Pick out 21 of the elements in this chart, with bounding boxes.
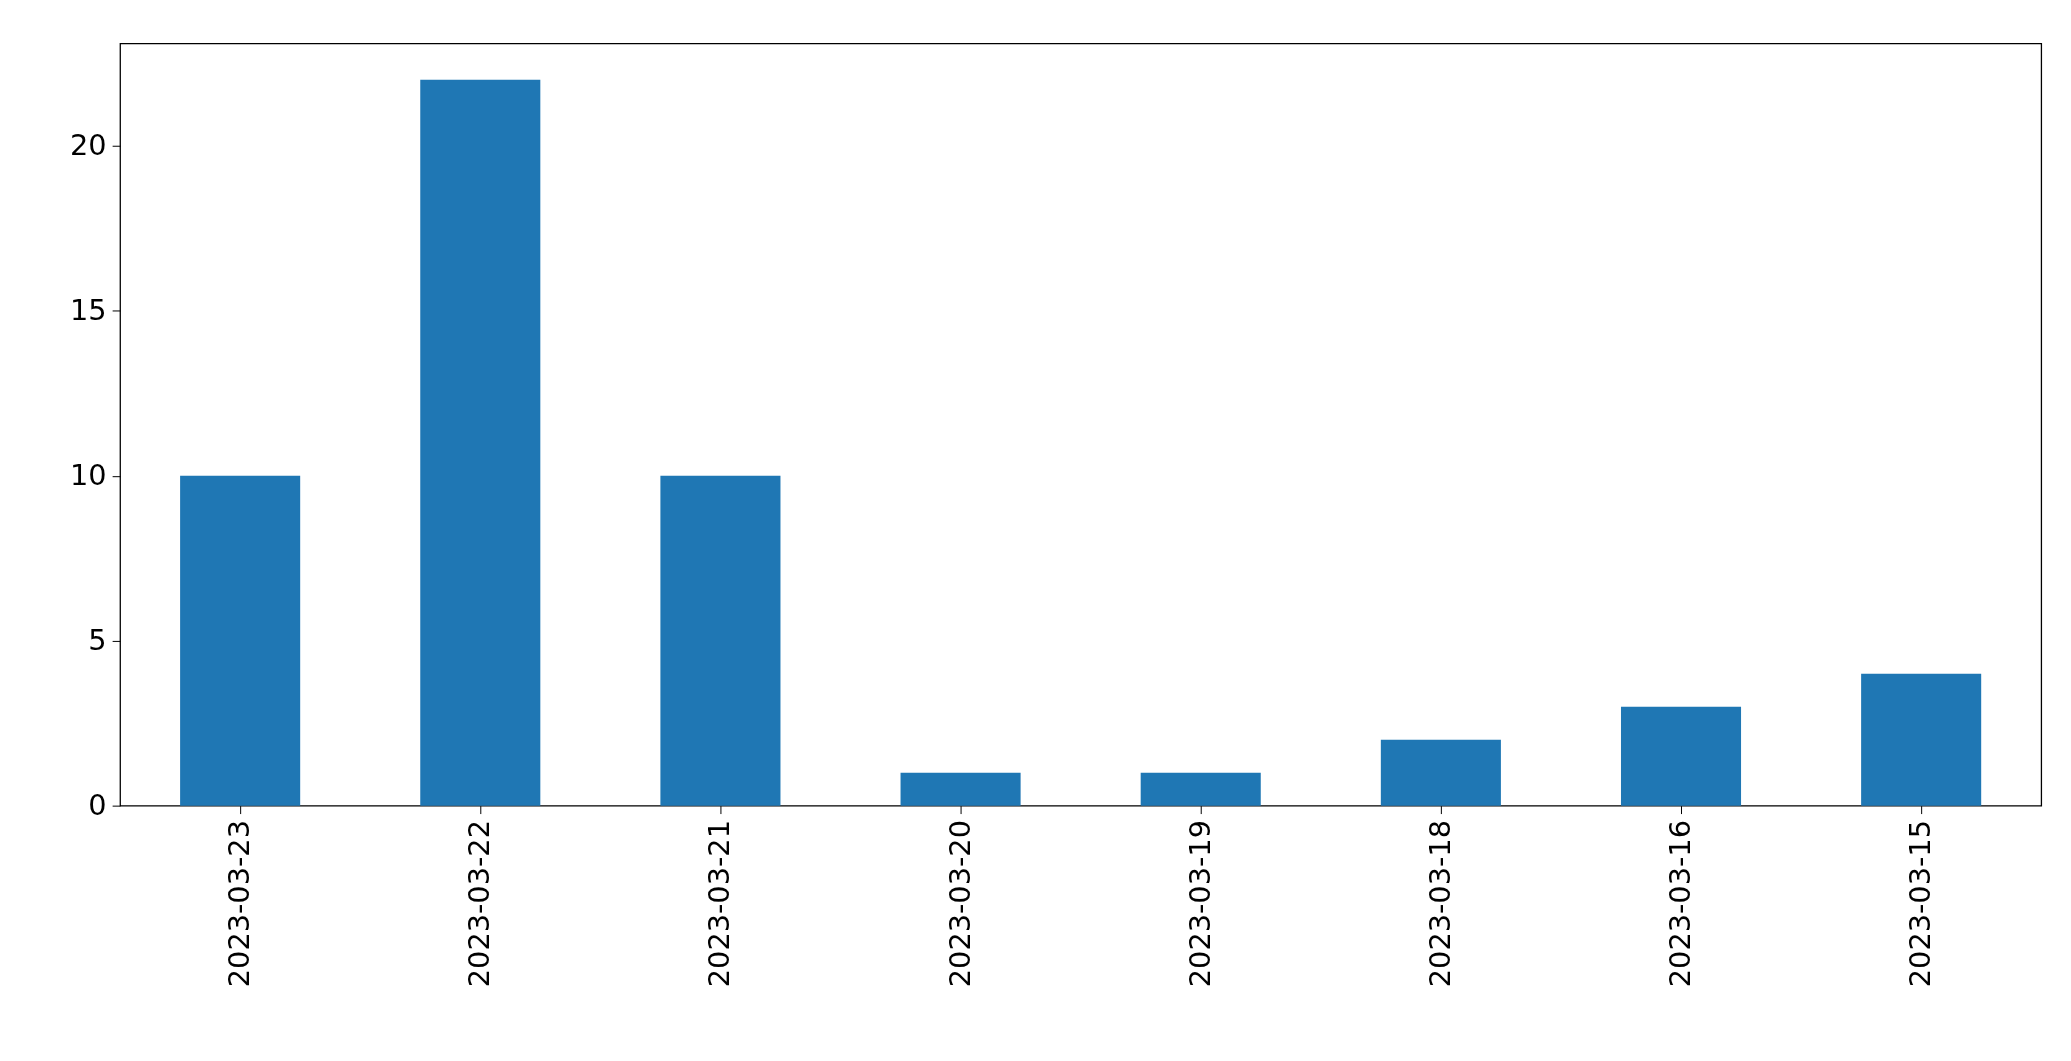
bar — [1380, 739, 1501, 806]
bar — [180, 475, 301, 806]
y-tick-label: 5 — [88, 623, 107, 658]
x-tick-label: 2023-03-23 — [222, 820, 257, 988]
y-tick-label: 15 — [70, 293, 107, 328]
bar — [660, 475, 781, 806]
y-tick-label: 0 — [88, 788, 107, 823]
y-tick-label: 20 — [70, 128, 107, 163]
bar — [1140, 772, 1261, 806]
bar — [420, 79, 541, 806]
bar — [1861, 673, 1982, 806]
bar — [900, 772, 1021, 806]
x-tick-label: 2023-03-16 — [1662, 820, 1697, 988]
x-tick-label: 2023-03-19 — [1182, 820, 1217, 988]
bar — [1620, 706, 1742, 806]
x-tick-label: 2023-03-21 — [702, 820, 737, 988]
x-tick-label: 2023-03-20 — [942, 820, 977, 988]
y-tick-label: 10 — [70, 458, 107, 493]
x-tick-label: 2023-03-15 — [1903, 820, 1938, 988]
x-tick-label: 2023-03-22 — [462, 820, 497, 988]
x-tick-label: 2023-03-18 — [1422, 820, 1457, 988]
